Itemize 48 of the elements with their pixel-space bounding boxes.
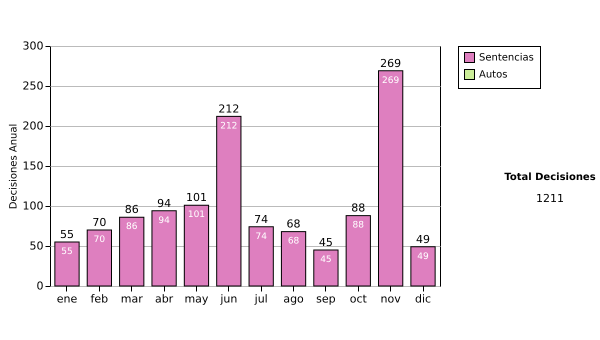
data-label: 45: [320, 255, 332, 265]
x-tick-label: ene: [56, 292, 78, 306]
total-label: 88: [351, 202, 366, 215]
legend-label: Sentencias: [479, 52, 534, 64]
total-label: 49: [416, 232, 430, 246]
data-label: 269: [382, 76, 400, 86]
data-label: 68: [288, 236, 300, 247]
total-label: 94: [157, 196, 172, 210]
data-label: 74: [255, 232, 268, 242]
y-tick-label: 300: [22, 40, 44, 52]
total-label: 212: [218, 102, 240, 116]
x-tick-label: feb: [90, 292, 108, 306]
x-tick-label: oct: [350, 292, 368, 306]
x-tick-label: jul: [254, 292, 268, 306]
data-label: 86: [126, 222, 138, 232]
x-tick-label: mar: [120, 292, 144, 306]
y-tick-label: 100: [22, 200, 44, 212]
y-tick-label: 150: [22, 160, 44, 172]
total-label: 70: [92, 216, 106, 229]
data-label: 49: [417, 252, 430, 262]
data-label: 94: [158, 216, 170, 226]
x-tick-label: ago: [283, 292, 304, 306]
y-tick-label: 0: [36, 280, 44, 292]
total-label: 55: [60, 228, 74, 241]
x-tick-label: sep: [316, 292, 336, 306]
y-tick-label: 200: [22, 120, 44, 132]
data-label: 88: [352, 220, 364, 231]
total-label: 101: [186, 191, 207, 204]
text: Total Decisiones: [503, 172, 597, 183]
total-label: 86: [124, 203, 139, 216]
text: 1211: [535, 192, 565, 205]
x-tick-label: may: [184, 292, 209, 306]
x-tick-label: nov: [380, 292, 402, 306]
y-tick-label: 50: [30, 240, 44, 252]
data-label: 55: [61, 247, 73, 257]
y-tick-label: 250: [22, 80, 44, 92]
x-tick-label: abr: [154, 292, 174, 306]
total-label: 269: [380, 56, 402, 70]
total-label: 74: [254, 212, 268, 226]
x-tick-label: dic: [414, 292, 432, 306]
y-axis-title: Decisiones Anual: [8, 124, 20, 210]
legend-label: Autos: [479, 70, 508, 80]
x-tick-label: jun: [219, 292, 238, 306]
total-label: 45: [318, 236, 333, 249]
total-label: 68: [286, 218, 301, 231]
data-label: 101: [188, 210, 206, 220]
data-label: 212: [220, 121, 238, 132]
data-label: 70: [94, 235, 106, 245]
